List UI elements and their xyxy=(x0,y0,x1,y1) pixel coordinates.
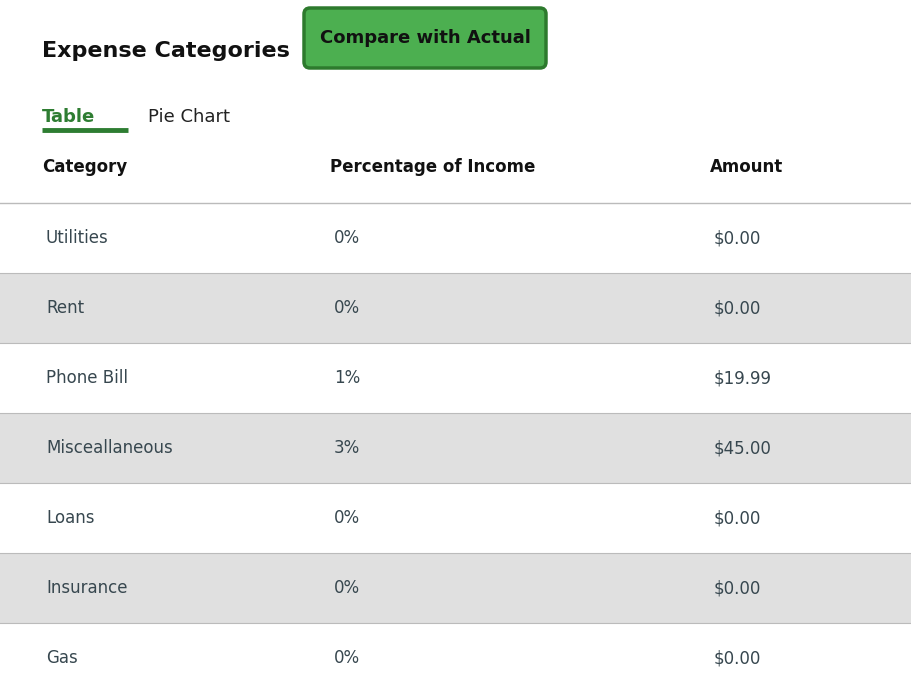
Text: 1%: 1% xyxy=(333,369,360,387)
Text: $0.00: $0.00 xyxy=(713,299,761,317)
Text: $0.00: $0.00 xyxy=(713,649,761,667)
Bar xyxy=(0,273,911,343)
Text: 3%: 3% xyxy=(333,439,360,457)
Text: 0%: 0% xyxy=(333,299,360,317)
FancyBboxPatch shape xyxy=(303,8,546,68)
Text: Insurance: Insurance xyxy=(46,579,128,597)
Text: Percentage of Income: Percentage of Income xyxy=(330,158,535,176)
Text: Amount: Amount xyxy=(710,158,783,176)
Text: Misceallaneous: Misceallaneous xyxy=(46,439,172,457)
Text: $0.00: $0.00 xyxy=(713,229,761,247)
Text: $45.00: $45.00 xyxy=(713,439,771,457)
Text: $0.00: $0.00 xyxy=(713,509,761,527)
Text: Category: Category xyxy=(42,158,128,176)
Text: Table: Table xyxy=(42,108,95,126)
Text: Expense Categories: Expense Categories xyxy=(42,41,290,61)
Text: Gas: Gas xyxy=(46,649,77,667)
Bar xyxy=(0,553,911,623)
Bar xyxy=(0,623,911,675)
Bar xyxy=(0,483,911,553)
Text: Compare with Actual: Compare with Actual xyxy=(319,29,530,47)
Text: Phone Bill: Phone Bill xyxy=(46,369,128,387)
Bar xyxy=(0,203,911,273)
Text: $0.00: $0.00 xyxy=(713,579,761,597)
Bar xyxy=(0,343,911,413)
Text: Pie Chart: Pie Chart xyxy=(148,108,230,126)
Text: Rent: Rent xyxy=(46,299,84,317)
Text: 0%: 0% xyxy=(333,229,360,247)
Text: 0%: 0% xyxy=(333,579,360,597)
Bar xyxy=(0,413,911,483)
Text: Utilities: Utilities xyxy=(46,229,108,247)
Text: $19.99: $19.99 xyxy=(713,369,771,387)
Text: Loans: Loans xyxy=(46,509,95,527)
Text: 0%: 0% xyxy=(333,509,360,527)
Text: 0%: 0% xyxy=(333,649,360,667)
